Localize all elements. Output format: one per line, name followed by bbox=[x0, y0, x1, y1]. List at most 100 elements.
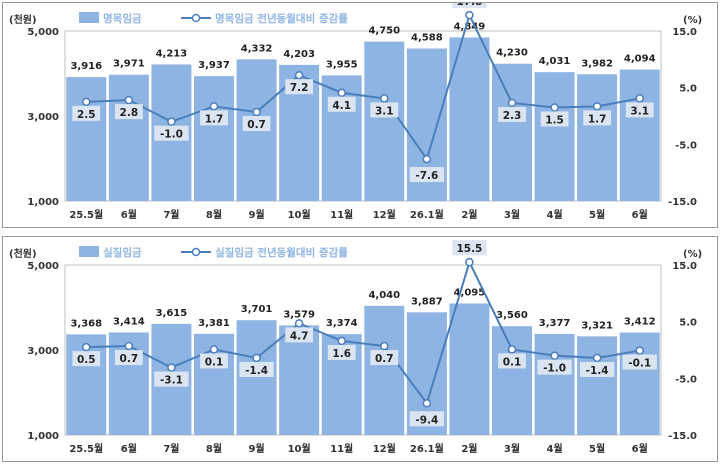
chart1-rate-point bbox=[209, 102, 219, 111]
chart2-category-label: 2월 bbox=[461, 443, 477, 455]
chart2-rate-label-box bbox=[498, 353, 526, 369]
chart2-y-tick-label: 5,000 bbox=[27, 261, 59, 272]
nominal-wage-chart: (천원) (%) 1,000 3,000 5,000 -15.0 -5.0 5.0 15.0 3,… bbox=[9, 0, 702, 221]
chart1-bar-value-label: 3,916 bbox=[70, 61, 102, 72]
chart1-rate-label-box bbox=[285, 79, 314, 95]
chart1-rate-label-box bbox=[452, 0, 487, 9]
chart2-left-unit-label: (천원) bbox=[9, 247, 37, 260]
chart1-rate-value-label: 4.1 bbox=[332, 100, 351, 112]
chart2-bar-value-label: 3,368 bbox=[70, 318, 102, 329]
chart1-bar-value-label: 4,203 bbox=[283, 49, 315, 60]
chart2-rate-label-box bbox=[72, 351, 101, 367]
chart2-bar-value-label: 3,374 bbox=[326, 318, 358, 329]
chart1-rate-value-label: 2.3 bbox=[503, 110, 522, 122]
chart2-category-label: 8월 bbox=[206, 443, 222, 455]
chart1-bar-value-label: 4,230 bbox=[496, 48, 528, 59]
chart1-rate-point bbox=[82, 97, 91, 107]
chart2-rate-value-label: 0.7 bbox=[120, 353, 139, 365]
chart2-bar-value-label: 3,615 bbox=[156, 308, 188, 319]
chart2-rate-value-label: -9.4 bbox=[415, 414, 438, 426]
chart2-rate-label-box bbox=[285, 327, 314, 343]
chart2-rate-line bbox=[86, 259, 640, 406]
chart2-rate-value-label: 15.5 bbox=[456, 243, 482, 255]
chart1-bar bbox=[577, 74, 618, 201]
chart2-rate-label-box bbox=[200, 353, 228, 369]
chart2-y-tick-label: 3,000 bbox=[27, 346, 59, 357]
chart2-rate-label-box bbox=[154, 371, 189, 387]
chart1-rate-label-box bbox=[242, 116, 271, 132]
chart2-rate-label-box bbox=[409, 411, 445, 427]
chart1-legend-line-label: 명목임금 전년동월대비 증감률 bbox=[215, 12, 348, 25]
chart2-rate-point bbox=[592, 353, 602, 363]
chart1-category-label: 6월 bbox=[121, 209, 137, 221]
chart1-category-label: 3월 bbox=[504, 209, 520, 221]
chart1-bar-value-label: 4,213 bbox=[156, 48, 188, 59]
chart2-rate-label-box bbox=[239, 361, 274, 377]
chart1-bar bbox=[449, 37, 490, 202]
chart1-bar bbox=[108, 74, 149, 201]
chart1-rate-point bbox=[124, 95, 134, 105]
chart1-legend-line-marker bbox=[191, 13, 201, 23]
chart2-y-tick-label: 1,000 bbox=[27, 431, 59, 442]
chart1-rate-label-box bbox=[72, 105, 101, 121]
chart1-bar-value-label: 4,588 bbox=[411, 33, 443, 44]
chart2-bar-value-label: 4,040 bbox=[368, 290, 400, 301]
chart2-category-label: 25.5월 bbox=[69, 443, 103, 455]
chart2-rate-label-box bbox=[537, 359, 572, 375]
chart1-rate-label-box bbox=[409, 167, 445, 183]
chart2-rate-value-label: 0.5 bbox=[77, 354, 96, 366]
chart2-rate-value-label: 0.7 bbox=[375, 353, 394, 365]
chart2-bar-value-label: 3,381 bbox=[198, 318, 230, 329]
chart2-category-label: 4월 bbox=[546, 443, 562, 455]
chart1-category-label: 6월 bbox=[632, 209, 648, 221]
chart2-y2-tick-label: -15.0 bbox=[668, 431, 697, 442]
chart1-category-label: 4월 bbox=[546, 209, 562, 221]
chart2-bar bbox=[492, 326, 532, 435]
chart1-bar bbox=[534, 72, 575, 202]
chart1-bar bbox=[619, 69, 660, 201]
chart2-bar-value-label: 3,377 bbox=[539, 318, 571, 329]
chart2-bar-value-label: 3,701 bbox=[241, 304, 273, 315]
chart2-rate-point bbox=[337, 336, 346, 346]
chart2-rate-point bbox=[167, 363, 176, 372]
chart2-category-label: 11월 bbox=[330, 443, 353, 455]
chart1-y-tick-label: 5,000 bbox=[27, 27, 59, 38]
chart1-rate-value-label: -1.0 bbox=[160, 129, 183, 141]
chart2-rate-point bbox=[465, 257, 474, 267]
chart1-category-label: 10월 bbox=[288, 209, 311, 221]
chart2-rate-point bbox=[124, 341, 134, 351]
chart1-rate-point bbox=[380, 94, 389, 103]
chart1-bar bbox=[194, 76, 234, 201]
chart1-rate-label-box bbox=[327, 96, 356, 112]
chart1-category-label: 26.1월 bbox=[410, 209, 444, 221]
chart1-y2-tick-label: 15.0 bbox=[672, 27, 697, 38]
chart2-y2-tick-label: 15.0 bbox=[672, 261, 697, 272]
chart1-rate-value-label: 17.8 bbox=[456, 3, 482, 8]
chart1-category-label: 9월 bbox=[248, 209, 264, 221]
chart1-y2-tick-label: -5.0 bbox=[675, 140, 697, 151]
chart2-rate-value-label: -1.0 bbox=[543, 363, 566, 375]
chart2-rate-point bbox=[422, 399, 432, 408]
chart1-rate-value-label: 0.7 bbox=[247, 119, 266, 131]
chart1-y-tick-label: 1,000 bbox=[27, 197, 59, 208]
chart2-bar-value-label: 4,095 bbox=[454, 287, 486, 298]
chart1-rate-label-box bbox=[583, 110, 612, 126]
chart1-rate-label-box bbox=[114, 104, 143, 120]
chart2-bar-value-label: 3,560 bbox=[496, 310, 528, 321]
chart1-rate-label-box bbox=[498, 106, 526, 122]
chart2-rate-value-label: 0.1 bbox=[205, 356, 224, 368]
chart2-bar-value-label: 3,321 bbox=[581, 320, 613, 331]
chart1-rate-value-label: 1.7 bbox=[205, 113, 224, 125]
real-wage-chart: (천원) (%) 1,000 3,000 5,000 -15.0 -5.0 5.0 15.0 3,… bbox=[9, 240, 702, 455]
chart1-bar-value-label: 3,971 bbox=[113, 59, 145, 70]
chart2-rate-point bbox=[82, 342, 91, 352]
chart1-bar-value-label: 4,031 bbox=[539, 56, 571, 67]
chart2-rate-label-box bbox=[452, 240, 487, 256]
chart2-bar-value-label: 3,579 bbox=[283, 309, 315, 320]
chart1-rate-point bbox=[592, 102, 602, 111]
chart2-right-unit-label: (%) bbox=[683, 249, 702, 260]
chart1-bar-value-label: 4,750 bbox=[368, 26, 400, 37]
real-wage-chart-panel: (천원) (%) 1,000 3,000 5,000 -15.0 -5.0 5.0 15.0 3,… bbox=[2, 236, 718, 462]
chart1-rate-point bbox=[167, 117, 176, 126]
chart1-bar bbox=[364, 41, 405, 201]
